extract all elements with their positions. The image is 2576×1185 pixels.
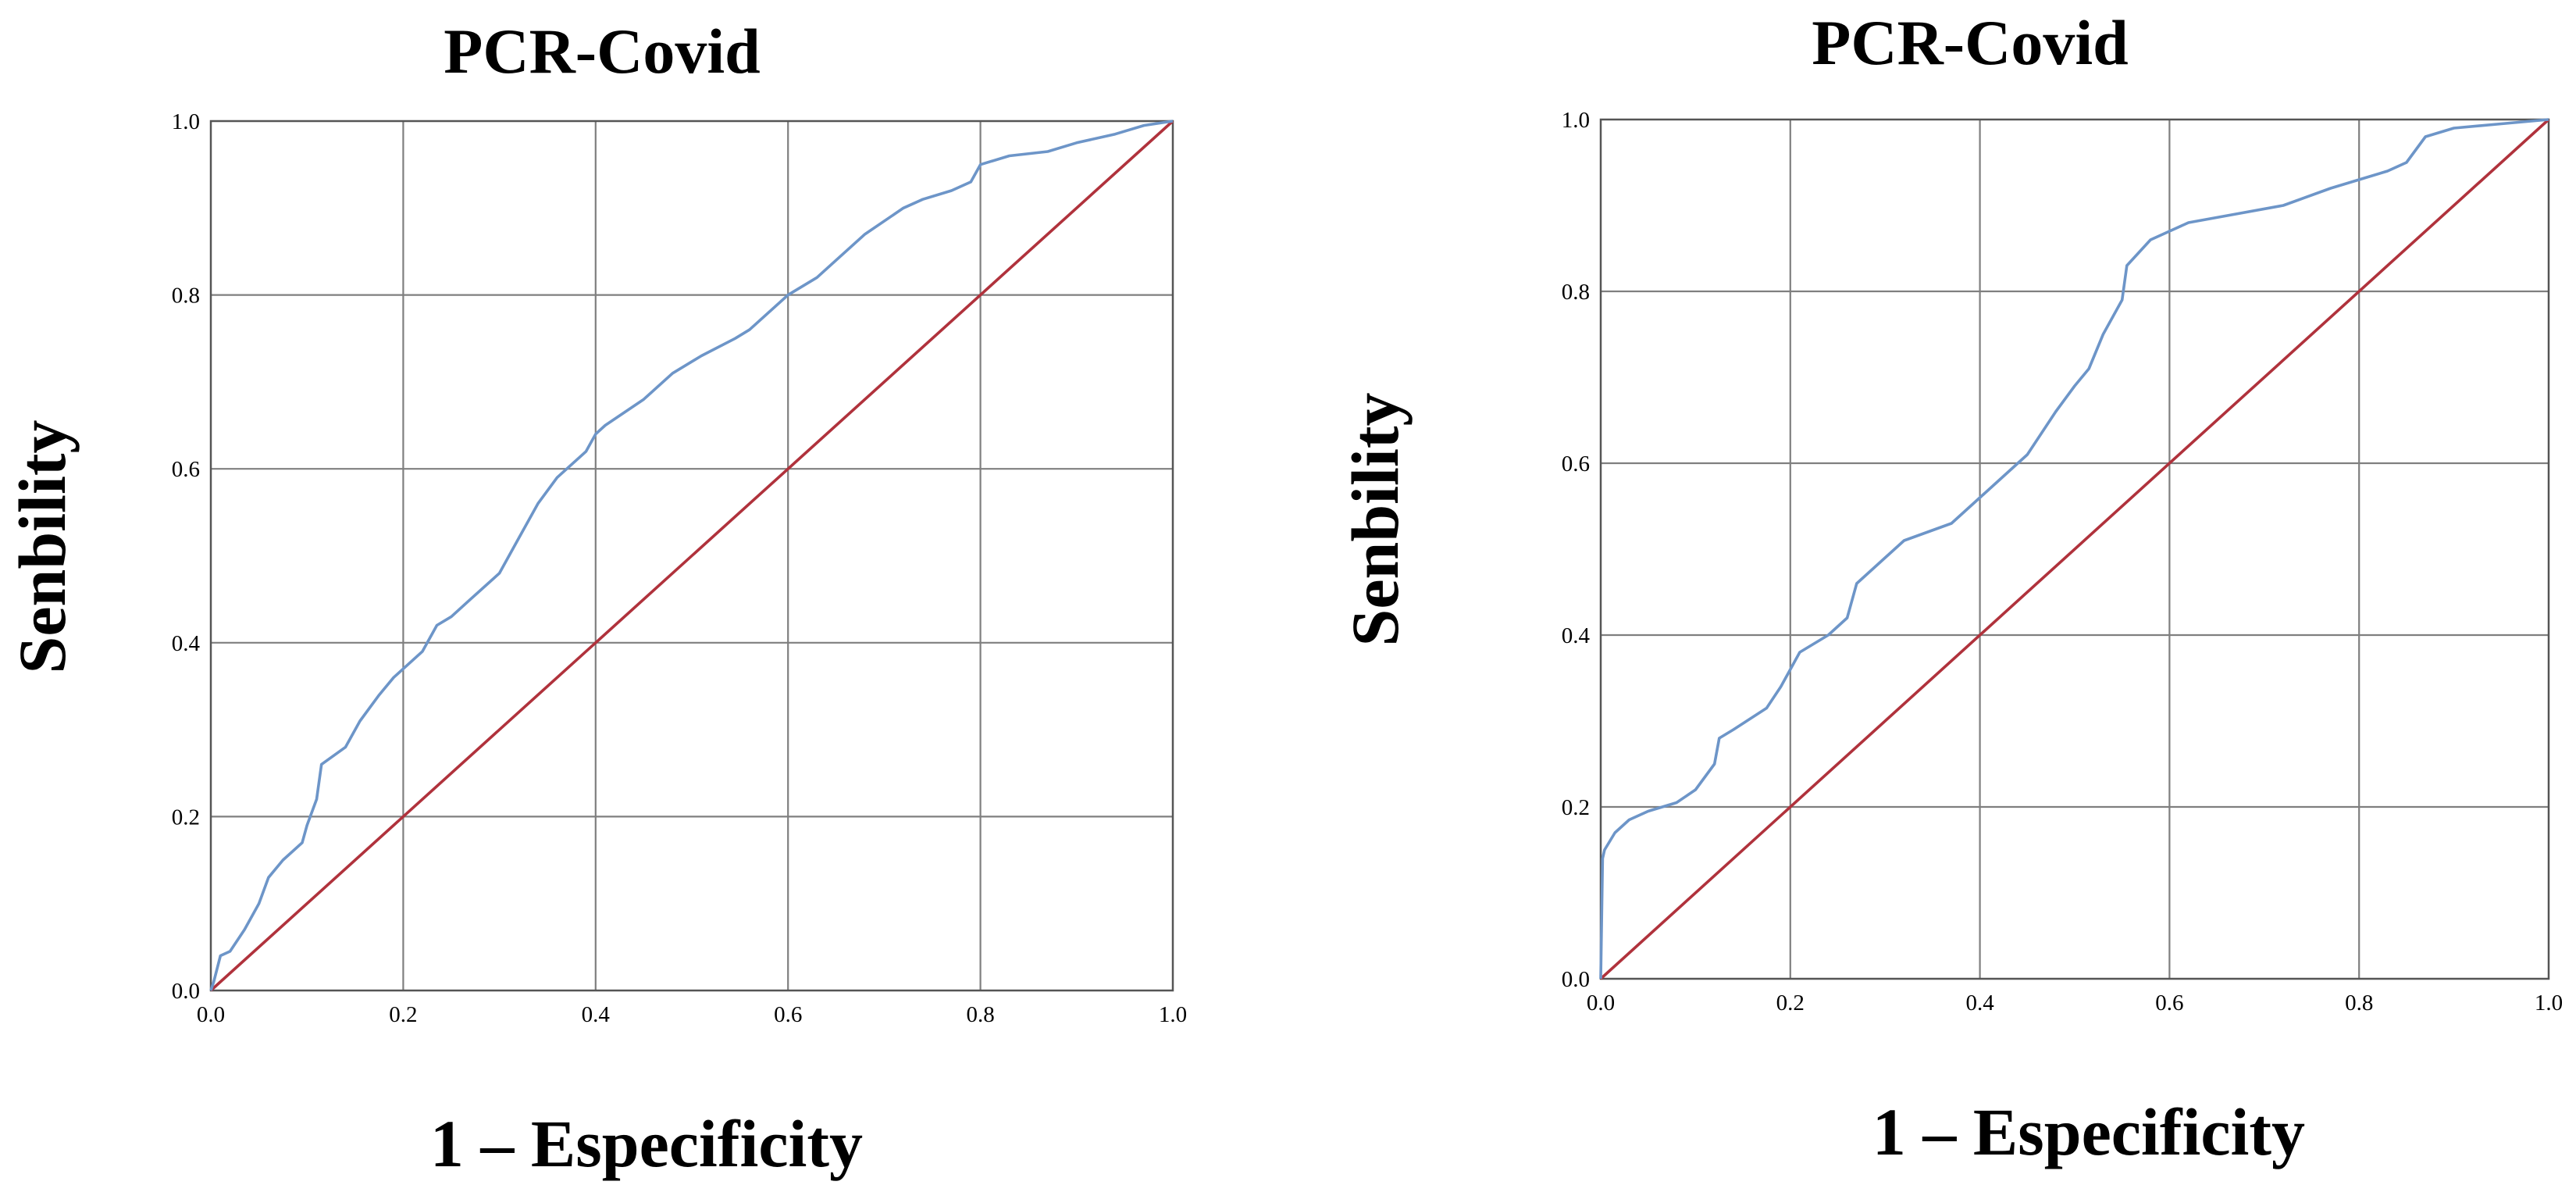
x-tick-label: 0.0 xyxy=(197,1002,225,1027)
chart-title-right: PCR-Covid xyxy=(1812,7,2128,78)
x-tick-label: 0.2 xyxy=(389,1002,417,1027)
y-tick-label: 1.0 xyxy=(172,109,200,134)
x-tick-label: 0.0 xyxy=(1587,990,1615,1015)
plot-frame-left xyxy=(209,120,1174,992)
tick-labels-left: 0.0 0.2 0.4 0.6 0.8 1.0 0.0 0.2 0.4 0.6 0.8 1.0 xyxy=(172,109,1187,1027)
reference-line-left xyxy=(209,120,1174,992)
chart-panel-left: PCR-Covid 0.0 0.2 0.4 0.6 0.8 1.0 0.0 0.2 0.4 0.6… xyxy=(5,16,1187,1181)
x-tick-label: 0.4 xyxy=(1965,990,1994,1015)
y-tick-label: 0.6 xyxy=(172,457,200,482)
y-tick-label: 0.0 xyxy=(1562,967,1590,992)
y-tick-label: 0.8 xyxy=(172,284,200,309)
plot-frame-right xyxy=(1599,118,2550,980)
grid-left xyxy=(211,121,1173,990)
y-tick-label: 0.4 xyxy=(1562,623,1591,648)
chart-panel-right: PCR-Covid 0.0 0.2 0.4 0.6 0.8 1.0 0.0 0.2 0.4 0.6… xyxy=(1338,7,2563,1169)
x-tick-label: 0.8 xyxy=(2345,990,2373,1015)
x-tick-label: 0.8 xyxy=(966,1002,994,1027)
x-axis-label-right: 1 – Especificity xyxy=(1872,1094,2305,1169)
roc-curve-right xyxy=(1599,118,2549,980)
x-tick-label: 1.0 xyxy=(1159,1002,1187,1027)
y-tick-label: 0.2 xyxy=(172,805,200,830)
x-tick-label: 0.6 xyxy=(774,1002,802,1027)
y-tick-label: 0.8 xyxy=(1562,280,1590,305)
y-tick-label: 0.6 xyxy=(1562,452,1590,476)
x-tick-label: 0.6 xyxy=(2155,990,2183,1015)
roc-curve-left xyxy=(209,120,1174,991)
grid-right xyxy=(1601,120,2549,979)
y-axis-label-right: Senbility xyxy=(1338,393,1413,647)
x-tick-label: 1.0 xyxy=(2535,990,2563,1015)
x-axis-label-left: 1 – Especificity xyxy=(430,1106,863,1181)
chart-title-left: PCR-Covid xyxy=(444,16,760,87)
y-tick-label: 1.0 xyxy=(1562,108,1590,133)
y-tick-label: 0.0 xyxy=(172,979,200,1004)
y-tick-label: 0.2 xyxy=(1562,795,1590,820)
x-tick-label: 0.2 xyxy=(1776,990,1805,1015)
y-axis-label-left: Senbility xyxy=(5,420,80,674)
x-tick-label: 0.4 xyxy=(582,1002,611,1027)
reference-line-right xyxy=(1599,118,2550,980)
y-tick-label: 0.4 xyxy=(172,631,201,656)
tick-labels-right: 0.0 0.2 0.4 0.6 0.8 1.0 0.0 0.2 0.4 0.6 0.8 1.0 xyxy=(1562,108,2563,1015)
